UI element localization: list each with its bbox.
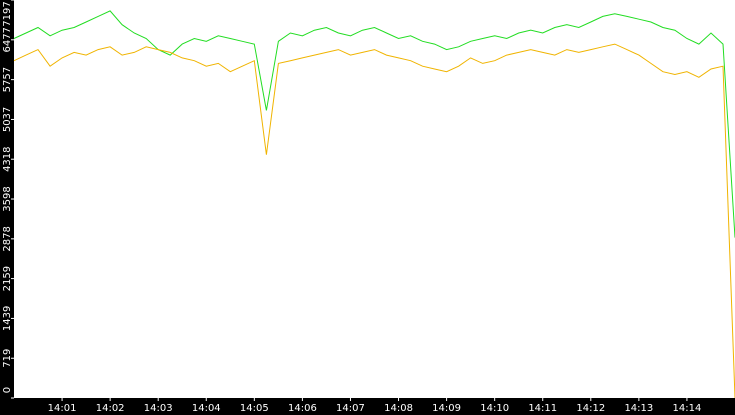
y-tick-label: 1439 <box>2 306 13 331</box>
x-tick-label: 14:09 <box>432 403 461 414</box>
y-tick-label: 7197 <box>2 1 13 26</box>
x-tick-label: 14:06 <box>288 403 317 414</box>
y-tick-label: 4318 <box>2 146 13 171</box>
x-tick-label: 14:04 <box>192 403 221 414</box>
x-tick-label: 14:11 <box>528 403 557 414</box>
series-line <box>13 10 735 238</box>
x-tick-label: 14:13 <box>624 403 653 414</box>
y-tick-label: 2878 <box>2 226 13 251</box>
y-tick-label: 2159 <box>2 266 13 291</box>
x-tick-label: 14:05 <box>240 403 269 414</box>
x-tick-label: 14:03 <box>144 403 173 414</box>
x-tick-label: 14:14 <box>673 403 702 414</box>
y-tick-label: 3598 <box>2 186 13 211</box>
y-tick-label: 0 <box>2 387 13 393</box>
x-tick-label: 14:02 <box>96 403 125 414</box>
x-tick-label: 14:12 <box>576 403 605 414</box>
y-axis-bar <box>0 0 14 415</box>
x-axis-bar <box>0 398 735 415</box>
series-line <box>13 43 735 399</box>
x-tick-label: 14:07 <box>336 403 365 414</box>
y-tick-label: 5037 <box>2 107 13 132</box>
x-tick-label: 14:01 <box>48 403 77 414</box>
x-tick-label: 14:10 <box>480 403 509 414</box>
y-tick-label: 719 <box>2 349 13 368</box>
x-tick-label: 14:08 <box>384 403 413 414</box>
y-tick-label: 5757 <box>2 67 13 92</box>
y-tick-label: 6477 <box>2 27 13 52</box>
